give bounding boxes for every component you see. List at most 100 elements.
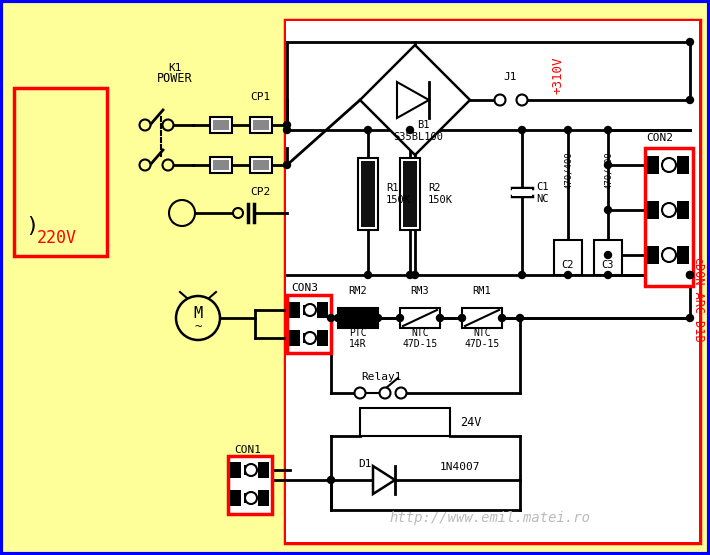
Text: C1: C1 xyxy=(536,182,549,192)
Bar xyxy=(317,330,328,346)
Circle shape xyxy=(283,162,290,169)
Bar xyxy=(250,117,272,133)
Bar xyxy=(258,490,269,506)
Bar xyxy=(230,462,241,478)
Circle shape xyxy=(364,127,371,134)
Circle shape xyxy=(494,94,506,105)
Circle shape xyxy=(518,127,525,134)
Bar xyxy=(594,240,622,275)
Circle shape xyxy=(437,315,444,321)
Circle shape xyxy=(662,203,676,217)
Circle shape xyxy=(564,127,572,134)
Text: C3: C3 xyxy=(602,260,614,270)
Text: 14R: 14R xyxy=(349,339,367,349)
Text: Relay1: Relay1 xyxy=(362,372,403,382)
Bar xyxy=(289,302,300,318)
Bar xyxy=(403,161,417,227)
Bar xyxy=(244,465,251,475)
Text: J1: J1 xyxy=(503,72,517,82)
Circle shape xyxy=(139,159,151,170)
Bar xyxy=(512,189,532,196)
Circle shape xyxy=(380,387,391,398)
Text: POWER: POWER xyxy=(157,73,193,85)
Circle shape xyxy=(364,271,371,279)
Bar xyxy=(244,493,251,503)
Text: 47D-15: 47D-15 xyxy=(464,339,500,349)
Circle shape xyxy=(139,119,151,130)
Circle shape xyxy=(687,38,694,46)
Circle shape xyxy=(604,206,611,214)
Polygon shape xyxy=(360,45,470,155)
Bar xyxy=(645,148,693,286)
Bar xyxy=(400,158,420,230)
Bar xyxy=(647,246,659,264)
Bar xyxy=(677,201,689,219)
Bar xyxy=(253,160,269,170)
Bar xyxy=(210,117,232,133)
Bar xyxy=(317,302,328,318)
Text: 47D-15: 47D-15 xyxy=(403,339,437,349)
Bar xyxy=(289,330,300,346)
Circle shape xyxy=(304,304,316,316)
Circle shape xyxy=(687,271,694,279)
Bar xyxy=(677,246,689,264)
Text: 220V: 220V xyxy=(37,229,77,247)
Text: R2: R2 xyxy=(428,183,440,193)
Text: 150K: 150K xyxy=(386,195,411,205)
Bar xyxy=(360,408,450,436)
Bar xyxy=(338,308,378,328)
Circle shape xyxy=(283,127,290,134)
Text: CP2: CP2 xyxy=(250,187,270,197)
Bar xyxy=(361,161,375,227)
Text: B1: B1 xyxy=(417,120,430,130)
Circle shape xyxy=(396,315,403,321)
Circle shape xyxy=(412,271,418,279)
Text: R1: R1 xyxy=(386,183,398,193)
Bar xyxy=(358,158,378,230)
Circle shape xyxy=(662,158,676,172)
Bar xyxy=(647,156,659,174)
Circle shape xyxy=(518,271,525,279)
Circle shape xyxy=(687,315,694,321)
Circle shape xyxy=(687,271,694,279)
Bar xyxy=(677,156,689,174)
Circle shape xyxy=(245,492,257,504)
Circle shape xyxy=(163,119,173,130)
Bar xyxy=(213,160,229,170)
Circle shape xyxy=(498,315,506,321)
Text: CON3: CON3 xyxy=(292,283,319,293)
Bar xyxy=(258,462,269,478)
Circle shape xyxy=(459,315,466,321)
Polygon shape xyxy=(397,82,429,118)
Circle shape xyxy=(564,271,572,279)
Text: NTC: NTC xyxy=(411,328,429,338)
Text: RM1: RM1 xyxy=(473,286,491,296)
Text: CON2: CON2 xyxy=(647,133,674,143)
Circle shape xyxy=(662,248,676,262)
Circle shape xyxy=(374,315,381,321)
Text: 470/400: 470/400 xyxy=(564,151,572,189)
Text: eDON-ARC-D1B: eDON-ARC-D1B xyxy=(692,258,704,343)
Bar xyxy=(210,157,232,173)
Text: 150K: 150K xyxy=(428,195,453,205)
Bar xyxy=(400,308,440,328)
Circle shape xyxy=(233,208,243,218)
Text: RM3: RM3 xyxy=(410,286,430,296)
Text: NTC: NTC xyxy=(473,328,491,338)
Text: ~: ~ xyxy=(195,320,202,334)
Circle shape xyxy=(604,251,611,259)
Circle shape xyxy=(245,464,257,476)
Bar xyxy=(338,308,378,328)
Circle shape xyxy=(304,332,316,344)
Text: C2: C2 xyxy=(562,260,574,270)
Bar xyxy=(462,308,502,328)
Text: RM2: RM2 xyxy=(349,286,367,296)
Text: M: M xyxy=(193,306,202,321)
Circle shape xyxy=(407,127,413,134)
Bar xyxy=(230,490,241,506)
Text: +310V: +310V xyxy=(552,56,564,94)
Bar xyxy=(14,88,107,256)
Bar xyxy=(287,295,331,353)
Circle shape xyxy=(354,387,366,398)
Circle shape xyxy=(283,122,290,129)
